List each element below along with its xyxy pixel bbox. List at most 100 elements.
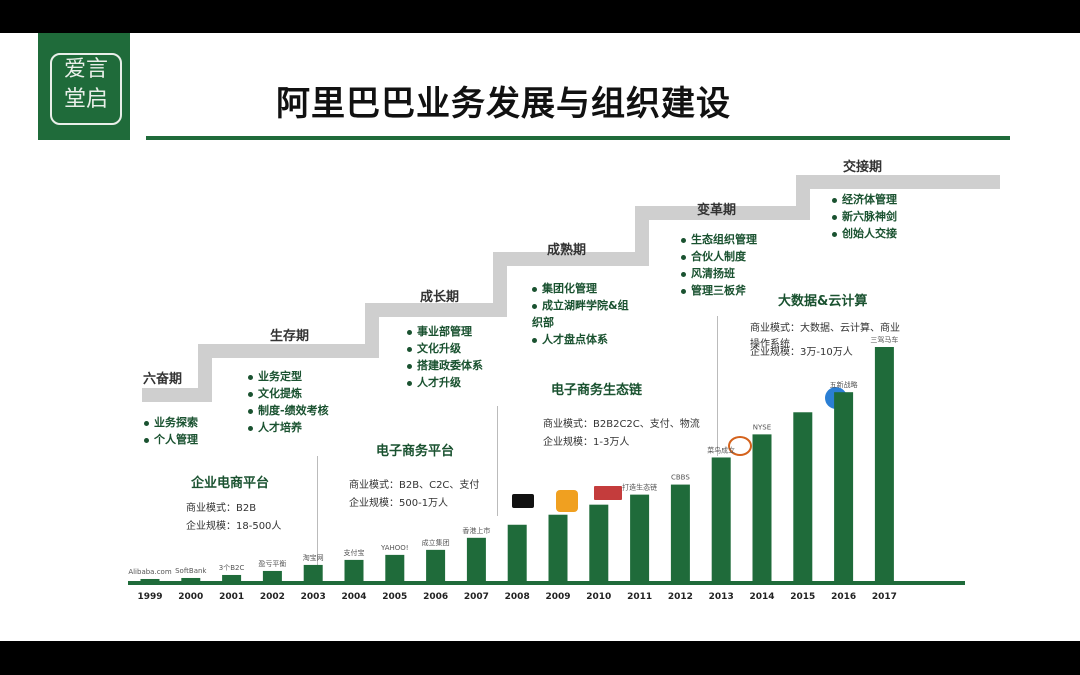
bar-2005 — [385, 554, 405, 583]
list-item: 人才盘点体系 — [532, 331, 630, 348]
bullet-text: 风清扬班 — [691, 267, 735, 280]
phase-scale: 企业规模：500-1万人 — [349, 498, 449, 509]
bullet-text: 创始人交接 — [842, 227, 897, 240]
bar-2012 — [670, 484, 690, 583]
stairs-graphic — [142, 175, 1000, 402]
bar-2014 — [752, 434, 772, 583]
phase-divider — [497, 406, 498, 516]
bullet-text: 管理三板斧 — [691, 284, 746, 297]
phase-title: 大数据&云计算 — [778, 294, 868, 309]
cainiao-logo-icon — [728, 436, 752, 456]
bar-data-label: Alibaba.com — [128, 568, 172, 576]
bullet-icon — [407, 346, 412, 352]
bullet-icon — [144, 420, 149, 426]
bullet-icon — [144, 437, 149, 443]
bullet-icon — [832, 214, 837, 220]
stage-name: 成长期 — [420, 290, 460, 305]
tmall-cat-icon — [512, 494, 534, 508]
x-tick-label: 2013 — [709, 592, 734, 602]
bar-data-label: 支付宝 — [344, 548, 365, 557]
phase-divider — [317, 456, 318, 568]
bullet-icon — [248, 408, 253, 414]
bar-2001 — [222, 574, 242, 583]
list-item: 创始人交接 — [832, 225, 897, 242]
bar-2000 — [181, 577, 201, 583]
list-item: 个人管理 — [144, 431, 198, 448]
slide: 爱言 堂启 阿里巴巴业务发展与组织建设 六奋期 业务探索 个人管理 生存期 业务定… — [0, 33, 1080, 641]
stage-bullet-list: 业务探索 个人管理 — [144, 414, 198, 448]
list-item: 集团化管理 — [532, 280, 630, 297]
x-tick-label: 2014 — [749, 592, 774, 602]
x-tick-label: 2012 — [668, 592, 693, 602]
bullet-icon — [681, 237, 686, 243]
bullet-icon — [681, 271, 686, 277]
x-tick-label: 2008 — [505, 592, 530, 602]
bullet-icon — [532, 303, 537, 309]
x-tick-label: 2007 — [464, 592, 489, 602]
x-tick-label: 2005 — [382, 592, 407, 602]
list-item: 业务定型 — [248, 368, 329, 385]
phase-model: 商业模式：B2B — [186, 503, 257, 514]
bullet-icon — [407, 363, 412, 369]
bullet-icon — [248, 391, 253, 397]
bar-data-label: 五新战略 — [830, 380, 858, 389]
bar-data-label: 打造生态链 — [622, 483, 657, 492]
bar-2017 — [874, 347, 894, 583]
bar-data-label: 三驾马车 — [870, 335, 898, 344]
bullet-text: 个人管理 — [154, 433, 198, 446]
list-item: 业务探索 — [144, 414, 198, 431]
bullet-icon — [532, 286, 537, 292]
phase-model: 商业模式：大数据、云计算、商业操作系统 — [750, 323, 900, 350]
phase-model: 商业模式：B2B、C2C、支付 — [349, 480, 480, 491]
x-tick-label: 2017 — [872, 592, 897, 602]
list-item: 文化升级 — [407, 340, 483, 357]
bullet-icon — [681, 288, 686, 294]
bullet-text: 集团化管理 — [542, 282, 597, 295]
list-item: 事业部管理 — [407, 323, 483, 340]
bar-data-label: CBBS — [671, 474, 690, 482]
bullet-icon — [407, 329, 412, 335]
bullet-text: 人才盘点体系 — [542, 333, 608, 346]
bullet-icon — [832, 231, 837, 237]
bullet-icon — [407, 380, 412, 386]
bar-data-label: 香港上市 — [462, 526, 490, 535]
bar-2016 — [834, 392, 854, 583]
x-tick-label: 2009 — [545, 592, 570, 602]
bar-2011 — [630, 494, 650, 583]
phase-title: 电子商务生态链 — [551, 383, 643, 398]
x-tick-label: 2003 — [301, 592, 326, 602]
bar-data-label: SoftBank — [175, 567, 207, 575]
phase-scale: 企业规模：1-3万人 — [543, 437, 630, 448]
list-item: 经济体管理 — [832, 191, 897, 208]
stage-bullet-list: 经济体管理 新六脉神剑 创始人交接 — [832, 191, 897, 242]
x-tick-label: 2016 — [831, 592, 856, 602]
list-item: 合伙人制度 — [681, 248, 757, 265]
stage-name: 六奋期 — [143, 372, 183, 387]
x-tick-label: 2015 — [790, 592, 815, 602]
bullet-text: 文化升级 — [417, 342, 461, 355]
bullet-text: 经济体管理 — [842, 193, 897, 206]
title-divider — [146, 136, 1010, 140]
stage-name: 交接期 — [843, 160, 883, 175]
page-title: 阿里巴巴业务发展与组织建设 — [276, 84, 731, 124]
list-item: 制度-绩效考核 — [248, 402, 329, 419]
stage-name: 生存期 — [270, 329, 310, 344]
bullet-icon — [681, 254, 686, 260]
bar-2003 — [303, 564, 323, 583]
bar-data-label: 菜鸟成立 — [707, 445, 735, 454]
bar-data-label: 成立集团 — [422, 538, 450, 547]
ali-cloud-icon — [556, 490, 578, 512]
bullet-text: 成立湖畔学院&组织部 — [532, 299, 629, 329]
stage-name: 变革期 — [697, 203, 737, 218]
list-item: 文化提炼 — [248, 385, 329, 402]
list-item: 新六脉神剑 — [832, 208, 897, 225]
bar-2006 — [426, 549, 446, 583]
x-tick-label: 1999 — [137, 592, 162, 602]
stage-bullet-list: 生态组织管理 合伙人制度 风清扬班 管理三板斧 — [681, 231, 757, 299]
bullet-icon — [248, 374, 253, 380]
bar-chart: 1999 Alibaba.com 2000 SoftBank 2001 3个B2C 2002… — [128, 335, 965, 602]
bullet-icon — [532, 337, 537, 343]
list-item: 人才培养 — [248, 419, 329, 436]
list-item: 人才升级 — [407, 374, 483, 391]
phase-title: 企业电商平台 — [191, 476, 270, 491]
